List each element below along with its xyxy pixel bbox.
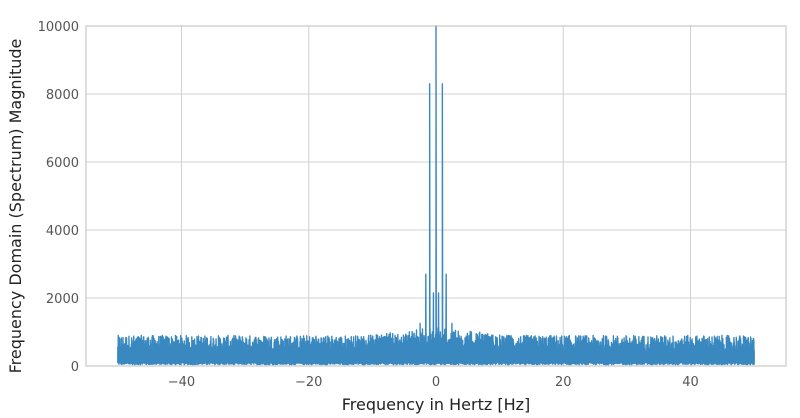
plot-frame — [85, 25, 787, 367]
y-tick-labels: 0 2000 4000 6000 8000 10000 — [38, 20, 79, 375]
x-tick-label: −20 — [295, 375, 322, 390]
x-tick-label: 0 — [432, 375, 440, 390]
x-axis-label: Frequency in Hertz [Hz] — [342, 395, 531, 414]
y-tick-label: 6000 — [46, 156, 79, 171]
y-tick-label: 8000 — [46, 88, 79, 103]
x-tick-labels: −40 −20 0 20 40 — [168, 375, 699, 390]
y-tick-label: 4000 — [46, 224, 79, 239]
y-tick-label: 0 — [71, 360, 79, 375]
x-tick-label: 20 — [555, 375, 572, 390]
x-tick-label: 40 — [682, 375, 699, 390]
x-tick-label: −40 — [168, 375, 195, 390]
series-spectrum — [117, 25, 755, 366]
y-axis-label: Frequency Domain (Spectrum) Magnitude — [6, 39, 25, 374]
y-tick-label: 10000 — [38, 20, 79, 35]
spectrum-line — [117, 25, 755, 366]
y-tick-label: 2000 — [46, 292, 79, 307]
